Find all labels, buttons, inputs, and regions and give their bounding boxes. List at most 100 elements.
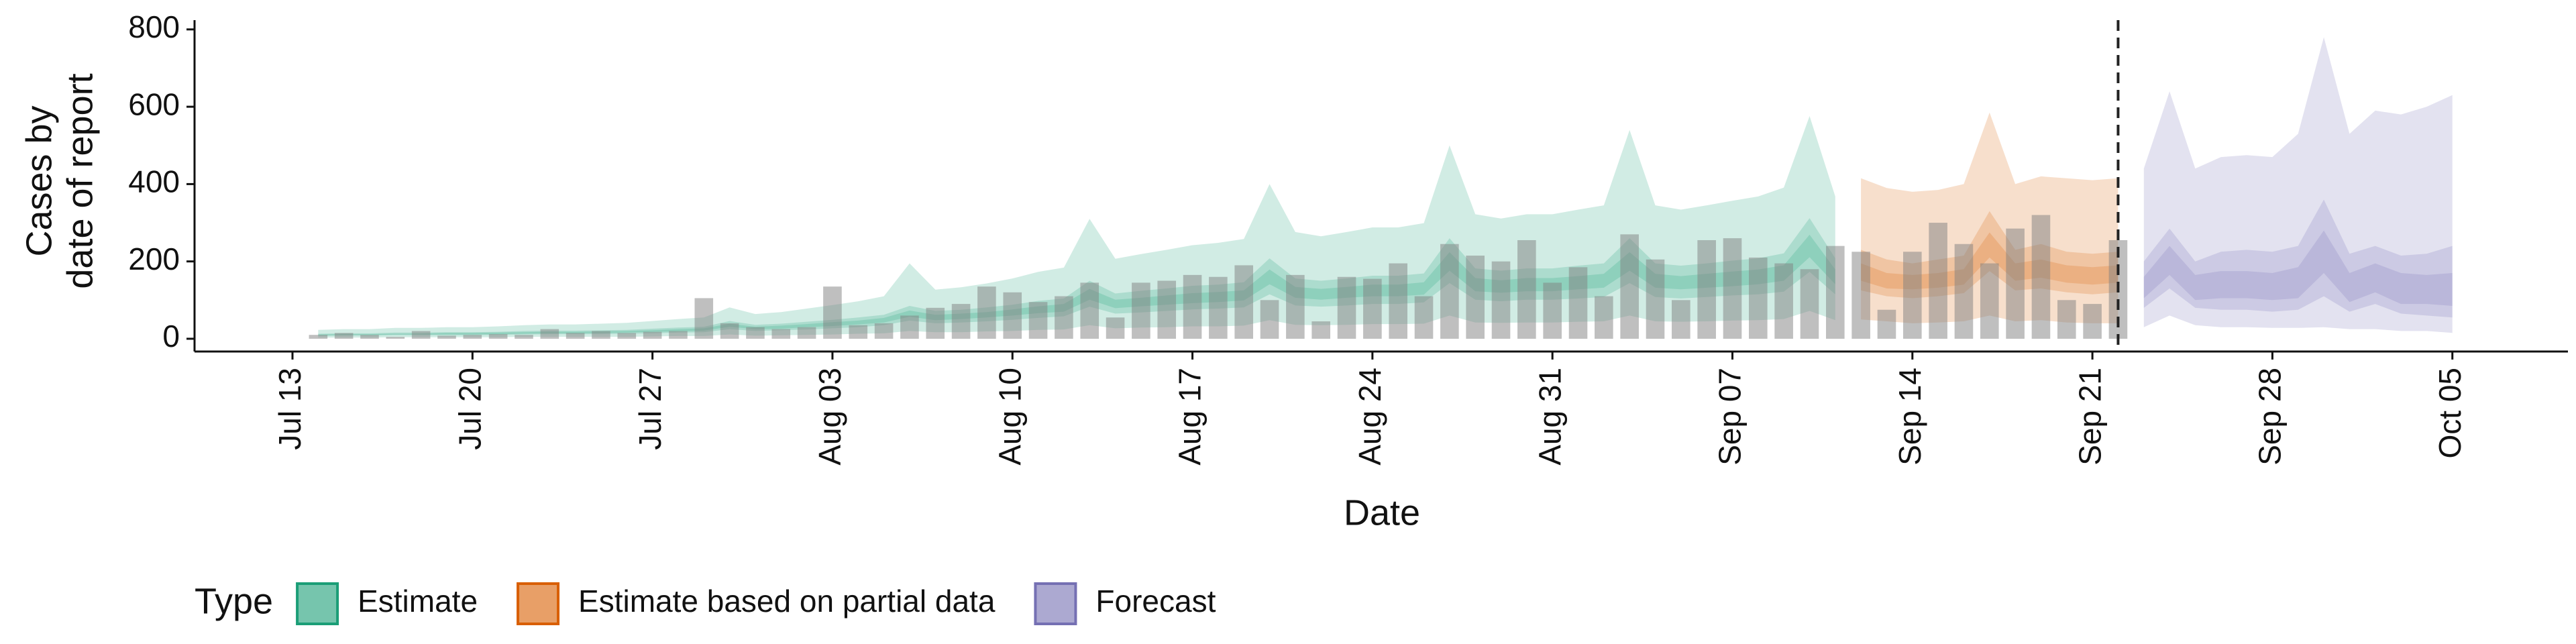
legend-key [1034, 582, 1077, 625]
bar [437, 335, 456, 339]
y-tick-label: 400 [128, 164, 180, 199]
bar [1800, 269, 1819, 339]
ribbon-band [1861, 211, 2118, 299]
bar [1491, 261, 1511, 339]
y-axis-label: date of report [60, 73, 100, 288]
bar [1980, 263, 1999, 339]
bar [1028, 302, 1048, 339]
bar [360, 335, 379, 339]
bar [1363, 278, 1382, 339]
bar [411, 331, 431, 339]
legend-title: Type [195, 581, 273, 621]
bar [1106, 317, 1125, 339]
x-tick-label: Sep 28 [2253, 368, 2288, 466]
y-tick-label: 800 [128, 9, 180, 44]
x-tick-label: Oct 05 [2432, 368, 2467, 459]
bar [2057, 300, 2076, 339]
bar [515, 335, 533, 339]
bar [1620, 234, 1639, 339]
bar [386, 337, 405, 339]
bar [1080, 282, 1099, 339]
bar [1646, 259, 1665, 339]
y-tick-label: 600 [128, 87, 180, 121]
bar [1517, 239, 1536, 339]
x-tick-label: Aug 03 [812, 368, 847, 466]
bar [1003, 292, 1022, 339]
y-tick-label: 200 [128, 241, 180, 276]
bar [2006, 228, 2025, 339]
ribbon-band [2143, 230, 2453, 306]
bar [720, 323, 739, 339]
ribbon-band [2143, 37, 2453, 333]
bar [1337, 276, 1356, 339]
x-tick-label: Sep 07 [1713, 368, 1748, 466]
bar [1311, 321, 1330, 339]
bar [1183, 274, 1202, 339]
bar [1466, 256, 1485, 339]
x-tick-label: Jul 27 [633, 368, 667, 450]
bar [926, 307, 945, 339]
bar [1260, 300, 1279, 339]
bar [1568, 267, 1588, 339]
bar [1723, 238, 1742, 339]
bar [1209, 276, 1228, 339]
bar [2031, 215, 2051, 339]
bar [334, 333, 354, 339]
bar [849, 325, 868, 339]
bar [771, 329, 791, 339]
bar [1929, 223, 1947, 339]
bar [669, 331, 688, 339]
bar [1774, 263, 1793, 339]
bar [1132, 282, 1150, 339]
bar [1543, 282, 1562, 339]
bar [2083, 304, 2102, 339]
x-axis-label: Date [1344, 492, 1420, 533]
bar [1954, 244, 1974, 339]
legend-key [296, 582, 339, 625]
bar [566, 333, 585, 339]
bar [1389, 263, 1407, 339]
x-tick-label: Sep 14 [1892, 368, 1927, 466]
ribbon-band [1861, 232, 2118, 290]
y-tick-label: 0 [162, 319, 180, 354]
bar [1414, 296, 1434, 339]
x-tick-label: Aug 10 [992, 368, 1027, 466]
ribbon-band [2143, 199, 2453, 318]
bar [617, 333, 637, 339]
bar [951, 304, 971, 339]
bar [1440, 244, 1459, 339]
y-axis-label: Cases by [19, 105, 59, 256]
x-tick-label: Aug 31 [1532, 368, 1567, 466]
bar [1595, 296, 1613, 339]
x-tick-label: Jul 13 [272, 368, 307, 450]
bar [694, 298, 714, 339]
bar [1826, 246, 1845, 339]
bar [874, 323, 894, 339]
bar [1286, 274, 1305, 339]
bar [1749, 257, 1768, 339]
ribbon-band [1861, 112, 2118, 323]
bar [797, 327, 816, 339]
bar [977, 286, 996, 339]
bar [1672, 300, 1690, 339]
bar [1697, 239, 1716, 339]
bar [1157, 280, 1177, 339]
x-tick-label: Aug 17 [1173, 368, 1208, 466]
bar [488, 334, 508, 339]
bar [746, 327, 765, 339]
bar [1234, 265, 1254, 339]
bar [1902, 252, 1922, 339]
x-tick-label: Sep 21 [2072, 368, 2107, 466]
bar [643, 331, 662, 339]
legend-label: Forecast [1095, 584, 1216, 619]
legend-key [517, 582, 560, 625]
bar [309, 335, 328, 339]
bar [823, 286, 842, 339]
legend-label: Estimate [358, 584, 478, 619]
bar [540, 329, 559, 339]
bar [900, 315, 919, 339]
bar [1877, 309, 1896, 339]
x-tick-label: Jul 20 [452, 368, 487, 450]
bar [463, 335, 482, 339]
